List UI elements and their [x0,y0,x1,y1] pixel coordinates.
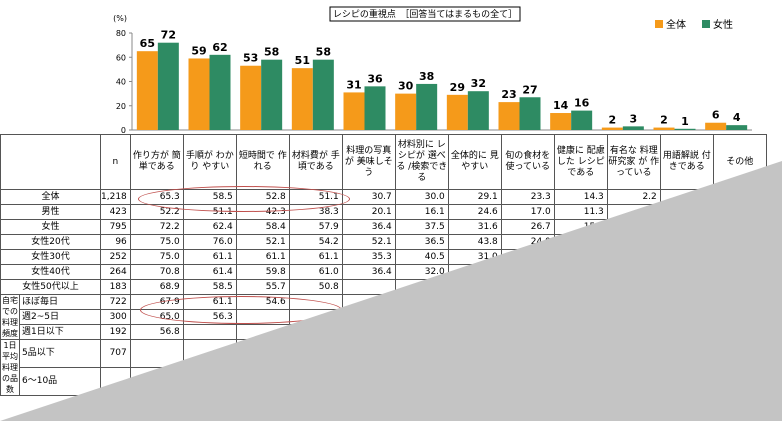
bar [312,59,334,130]
bar [395,93,417,130]
bar [519,97,541,130]
bar-value-label: 3 [630,112,638,125]
bar [136,51,158,130]
legend-swatch [702,20,710,28]
bar-value-label: 58 [316,46,331,59]
bar-value-label: 36 [367,72,383,85]
bar-value-label: 72 [161,29,176,42]
bar [416,83,438,130]
bar [343,92,365,130]
bar [601,127,623,130]
row-label: 5品以下 [19,339,101,368]
header-col: 全体的に 見やすい [447,134,502,190]
bar [240,65,262,130]
y-axis-unit: (%) [113,14,127,23]
bar [674,128,696,130]
bar-value-label: 14 [553,99,569,112]
chart-title: レシピの重視点 ［回答当てはまるもの全て］ [333,8,517,20]
bar-chart: 0 20 40 60 80 (%) レシピの重視点 ［回答当てはまるもの全て］ 全体 女性 65 5… [113,6,752,134]
bar-value-label: 27 [522,83,537,96]
row-group-cooking-frequency: 自宅での 料理頻度 [0,294,20,340]
bar [705,122,727,130]
header-col: 材料別に レシピが 選べる /検索できる [394,134,449,190]
bar-value-label: 29 [450,81,465,94]
bar-value-label: 16 [574,97,590,110]
bar-value-label: 62 [212,41,227,54]
y-tick-label: 40 [116,78,126,87]
bar-value-label: 31 [346,78,361,91]
y-tick-label: 60 [116,53,126,62]
y-tick-label: 0 [121,126,126,134]
bar [550,113,572,130]
bar-value-label: 1 [681,115,689,128]
highlight-oval-total [138,186,350,212]
legend-label: 女性 [713,18,733,31]
bar [571,110,593,130]
bar [622,126,644,130]
bar-value-label: 30 [398,80,414,93]
bar-value-label: 53 [243,52,258,65]
legend-label: 全体 [666,18,686,31]
bar [157,42,179,131]
table-header-row: n 作り方が 簡単である 手順が わかり やすい 短時間で 作れる 材料費が 手… [0,134,767,190]
bar [188,58,210,130]
bar-value-label: 4 [733,111,741,124]
bar [261,59,283,130]
y-tick-label: 80 [116,29,126,38]
bar [498,102,520,130]
header-col: 旬の食材を 使っている [500,134,555,190]
header-col: 健康に 配慮した レシピ である [553,134,608,190]
y-tick-label: 20 [116,102,126,111]
header-corner [0,134,101,190]
legend-swatch [655,20,663,28]
bar-value-label: 32 [471,77,486,90]
header-col: 短時間で 作れる [235,134,290,190]
bar [209,54,231,131]
bar-value-label: 2 [660,114,668,127]
bar-value-label: 6 [712,109,720,122]
header-col: 有名な 料理研究家 が 作っている [606,134,661,190]
header-col: 用語解説 付きである [659,134,714,190]
bar-value-label: 51 [295,54,310,67]
bar-value-label: 38 [419,70,434,83]
bar-value-label: 58 [264,46,279,59]
bar-value-label: 59 [191,44,206,57]
chart-title-box [329,6,521,22]
bar-value-label: 23 [501,88,516,101]
bar [364,86,386,130]
bar [446,94,468,130]
bar-value-label: 2 [609,114,617,127]
bar-value-label: 65 [140,37,155,50]
bar [467,91,489,130]
bar [291,68,313,130]
row-label: 6～10品 [19,367,101,396]
bar [653,127,675,130]
bar [726,125,748,130]
header-col: 作り方が 簡単である [129,134,184,190]
